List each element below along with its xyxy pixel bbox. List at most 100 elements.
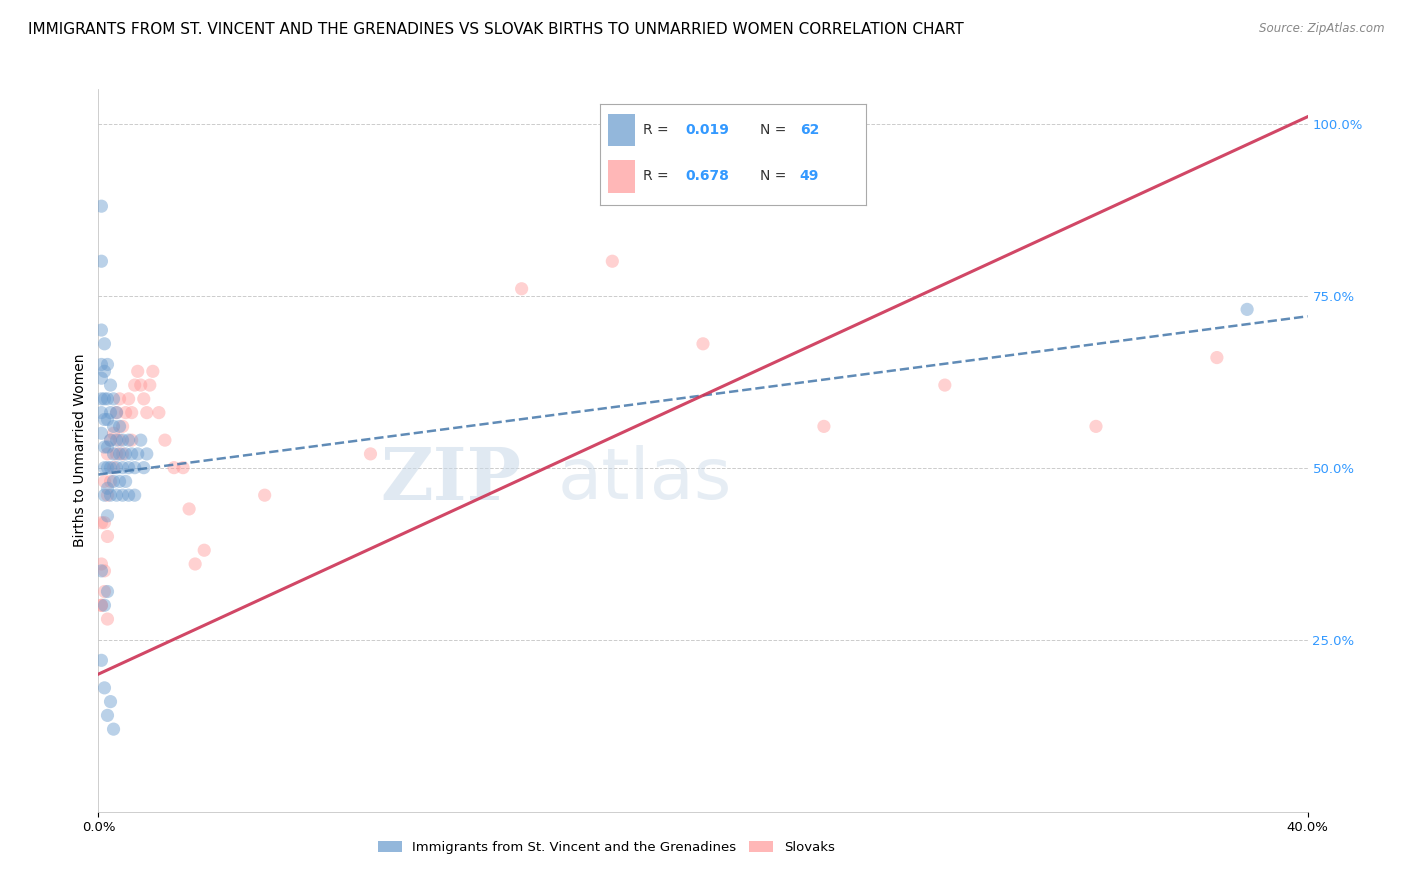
Point xyxy=(90,254,112,268)
Text: IMMIGRANTS FROM ST. VINCENT AND THE GRENADINES VS SLOVAK BIRTHS TO UNMARRIED WOM: IMMIGRANTS FROM ST. VINCENT AND THE GREN… xyxy=(28,22,965,37)
Point xyxy=(96,708,118,723)
Point xyxy=(93,516,115,530)
Point xyxy=(93,564,115,578)
Point xyxy=(105,488,128,502)
Point xyxy=(111,419,134,434)
Point xyxy=(108,392,131,406)
Point xyxy=(114,447,136,461)
Point xyxy=(111,447,134,461)
Point xyxy=(93,412,115,426)
Point xyxy=(184,557,207,571)
Point xyxy=(96,412,118,426)
Point xyxy=(108,475,131,489)
Point xyxy=(142,364,165,378)
Point xyxy=(96,481,118,495)
Point xyxy=(111,488,134,502)
Point xyxy=(132,460,155,475)
Point xyxy=(114,406,136,420)
Point xyxy=(111,433,134,447)
Point xyxy=(90,358,112,372)
Point xyxy=(103,722,125,736)
Point xyxy=(510,282,533,296)
Point xyxy=(100,406,122,420)
Point xyxy=(93,440,115,454)
Point xyxy=(692,336,714,351)
Point xyxy=(100,695,122,709)
Point xyxy=(93,392,115,406)
Point xyxy=(100,433,122,447)
Point xyxy=(100,475,122,489)
Point xyxy=(100,488,122,502)
Point xyxy=(90,426,112,441)
Point xyxy=(93,584,115,599)
Point xyxy=(129,433,152,447)
Point xyxy=(93,460,115,475)
Point xyxy=(193,543,215,558)
Point xyxy=(118,433,141,447)
Point xyxy=(90,564,112,578)
Point xyxy=(96,460,118,475)
Point xyxy=(127,364,149,378)
Point xyxy=(105,447,128,461)
Point xyxy=(121,433,143,447)
Point xyxy=(934,378,956,392)
Point xyxy=(179,502,201,516)
Point xyxy=(135,447,157,461)
Point xyxy=(602,254,624,268)
Point xyxy=(96,447,118,461)
Point xyxy=(813,419,835,434)
Point xyxy=(129,378,152,392)
Point xyxy=(148,406,170,420)
Point xyxy=(108,419,131,434)
Point xyxy=(108,433,131,447)
Point xyxy=(93,681,115,695)
Point xyxy=(96,529,118,543)
Point xyxy=(127,447,149,461)
Point xyxy=(121,406,143,420)
Text: ZIP: ZIP xyxy=(381,444,522,515)
Point xyxy=(1085,419,1108,434)
Legend: Immigrants from St. Vincent and the Grenadines, Slovaks: Immigrants from St. Vincent and the Gren… xyxy=(373,835,839,859)
Point xyxy=(96,508,118,523)
Point xyxy=(93,599,115,613)
Point xyxy=(100,460,122,475)
Point xyxy=(96,584,118,599)
Point xyxy=(1206,351,1229,365)
Point xyxy=(360,447,382,461)
Point xyxy=(118,460,141,475)
Point xyxy=(103,419,125,434)
Point xyxy=(96,488,118,502)
Point xyxy=(90,371,112,385)
Point xyxy=(90,392,112,406)
Point xyxy=(103,460,125,475)
Point xyxy=(118,488,141,502)
Y-axis label: Births to Unmarried Women: Births to Unmarried Women xyxy=(73,354,87,547)
Point xyxy=(90,323,112,337)
Point xyxy=(93,488,115,502)
Point xyxy=(105,460,128,475)
Point xyxy=(96,440,118,454)
Point xyxy=(103,447,125,461)
Point xyxy=(96,612,118,626)
Point xyxy=(93,475,115,489)
Point xyxy=(90,557,112,571)
Point xyxy=(118,392,141,406)
Point xyxy=(114,475,136,489)
Point xyxy=(96,358,118,372)
Point xyxy=(93,336,115,351)
Point xyxy=(90,599,112,613)
Point xyxy=(100,378,122,392)
Point xyxy=(90,406,112,420)
Point xyxy=(105,433,128,447)
Point xyxy=(108,447,131,461)
Point xyxy=(124,488,146,502)
Text: atlas: atlas xyxy=(558,445,733,514)
Point xyxy=(172,460,194,475)
Point xyxy=(121,447,143,461)
Point xyxy=(103,426,125,441)
Point xyxy=(93,364,115,378)
Point xyxy=(90,599,112,613)
Point xyxy=(153,433,176,447)
Point xyxy=(90,653,112,667)
Point xyxy=(90,516,112,530)
